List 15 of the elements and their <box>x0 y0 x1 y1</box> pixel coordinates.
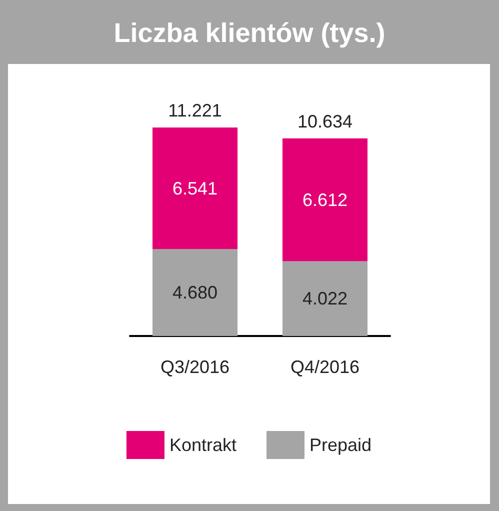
total-label: 10.634 <box>297 111 353 132</box>
legend-label: Kontrakt <box>169 435 237 455</box>
data-label: 6.612 <box>302 190 348 210</box>
bar <box>152 127 238 250</box>
bar <box>282 138 368 262</box>
x-tick-label: Q3/2016 <box>160 357 230 377</box>
total-label: 11.221 <box>168 100 222 120</box>
bar <box>152 249 238 336</box>
chart-title: Liczba klientów (tys.) <box>112 17 386 50</box>
data-label: 4.680 <box>172 282 218 303</box>
bar <box>282 261 368 336</box>
legend-label: Prepaid <box>309 435 372 455</box>
data-label: 4.022 <box>302 288 348 309</box>
data-label: 6.541 <box>172 178 218 198</box>
x-tick-label: Q4/2016 <box>290 357 360 377</box>
